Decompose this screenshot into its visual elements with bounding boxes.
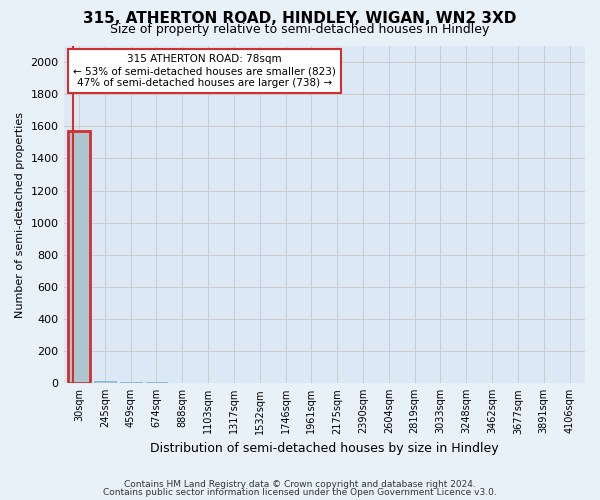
Text: Contains HM Land Registry data © Crown copyright and database right 2024.: Contains HM Land Registry data © Crown c… [124, 480, 476, 489]
Text: Size of property relative to semi-detached houses in Hindley: Size of property relative to semi-detach… [110, 24, 490, 36]
Text: 315 ATHERTON ROAD: 78sqm
← 53% of semi-detached houses are smaller (823)
47% of : 315 ATHERTON ROAD: 78sqm ← 53% of semi-d… [73, 54, 336, 88]
Bar [146, 382, 167, 383]
Text: Contains public sector information licensed under the Open Government Licence v3: Contains public sector information licen… [103, 488, 497, 497]
Y-axis label: Number of semi-detached properties: Number of semi-detached properties [15, 112, 25, 318]
Bar [94, 382, 116, 383]
Bar [119, 382, 142, 383]
Text: 315, ATHERTON ROAD, HINDLEY, WIGAN, WN2 3XD: 315, ATHERTON ROAD, HINDLEY, WIGAN, WN2 … [83, 11, 517, 26]
Bar [172, 382, 193, 383]
X-axis label: Distribution of semi-detached houses by size in Hindley: Distribution of semi-detached houses by … [150, 442, 499, 455]
Bar [68, 131, 90, 383]
